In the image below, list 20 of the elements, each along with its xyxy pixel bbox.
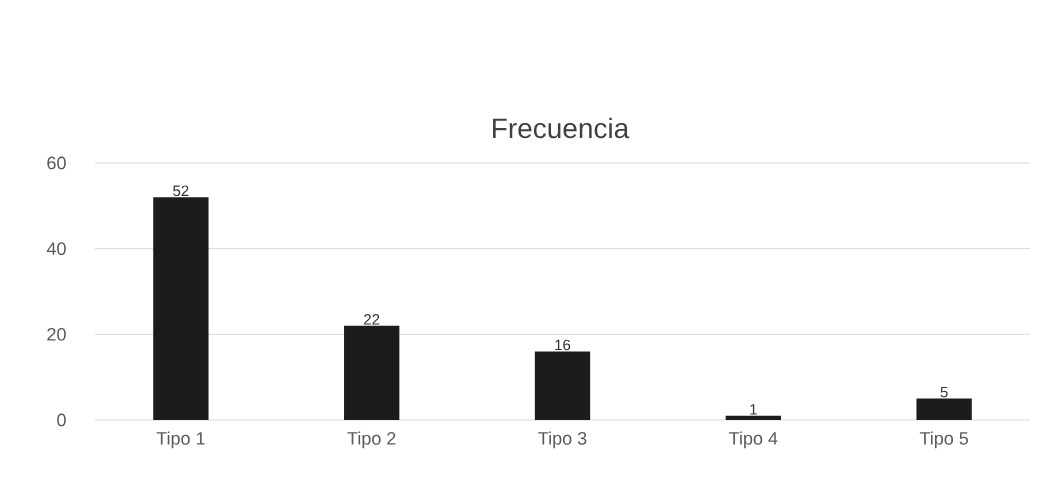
data-label: 16	[555, 339, 571, 351]
bar	[725, 415, 781, 420]
bar	[916, 398, 972, 420]
x-tick-label: Tipo 1	[156, 431, 205, 449]
data-label: 5	[940, 386, 948, 398]
bar	[534, 351, 591, 420]
data-label: 22	[364, 314, 380, 325]
x-tick-label: Tipo 5	[919, 431, 969, 449]
data-label: 1	[750, 404, 757, 415]
x-tick-label: Tipo 4	[729, 431, 778, 449]
x-tick-label: Tipo 2	[347, 431, 396, 449]
data-label: 52	[173, 185, 189, 197]
y-tick-label: 40	[46, 242, 66, 256]
y-tick-label: 60	[47, 156, 66, 170]
y-tick-label: 20	[47, 327, 66, 341]
bar	[153, 197, 209, 420]
chart-title: Frecuencia	[493, 117, 630, 139]
bar	[344, 325, 400, 420]
x-tick-label: Tipo 3	[538, 431, 587, 449]
y-tick-label: 0	[57, 413, 66, 427]
